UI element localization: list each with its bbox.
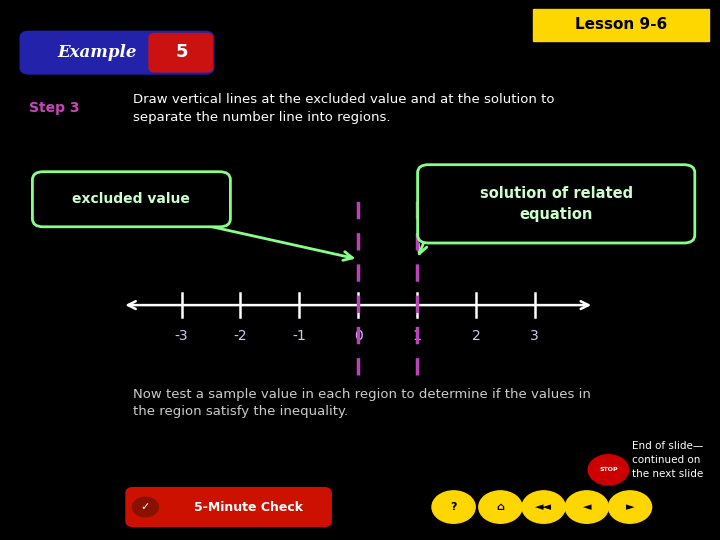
Text: -2: -2 [234, 329, 247, 343]
Circle shape [432, 491, 475, 523]
FancyBboxPatch shape [126, 488, 331, 526]
FancyBboxPatch shape [32, 172, 230, 227]
Text: ◄: ◄ [582, 502, 591, 512]
Text: -3: -3 [175, 329, 189, 343]
FancyBboxPatch shape [149, 33, 212, 72]
Text: separate the number line into regions.: separate the number line into regions. [133, 111, 391, 124]
Text: 0: 0 [354, 329, 363, 343]
Text: the region satisfy the inequality.: the region satisfy the inequality. [133, 405, 348, 418]
Text: ◄◄: ◄◄ [535, 502, 552, 512]
Text: 5-Minute Check: 5-Minute Check [194, 501, 303, 514]
Text: Draw vertical lines at the excluded value and at the solution to: Draw vertical lines at the excluded valu… [133, 93, 554, 106]
Circle shape [132, 497, 158, 517]
Text: 5: 5 [176, 43, 189, 62]
Text: STOP: STOP [599, 467, 618, 472]
FancyBboxPatch shape [533, 9, 709, 40]
Circle shape [565, 491, 608, 523]
FancyBboxPatch shape [20, 31, 214, 74]
Circle shape [588, 455, 629, 485]
Text: Step 3: Step 3 [29, 101, 79, 115]
Text: 2: 2 [472, 329, 480, 343]
Circle shape [608, 491, 652, 523]
Text: excluded value: excluded value [73, 192, 190, 206]
Text: 3: 3 [531, 329, 539, 343]
Circle shape [479, 491, 522, 523]
Text: End of slide—
continued on
the next slide: End of slide— continued on the next slid… [632, 441, 703, 479]
Text: ►: ► [626, 502, 634, 512]
Circle shape [522, 491, 565, 523]
Text: 1: 1 [413, 329, 421, 343]
Text: ⌂: ⌂ [496, 502, 505, 512]
FancyBboxPatch shape [418, 165, 695, 243]
Text: ?: ? [450, 502, 457, 512]
Text: solution of related
equation: solution of related equation [480, 186, 633, 222]
Text: Now test a sample value in each region to determine if the values in: Now test a sample value in each region t… [133, 388, 591, 401]
Text: -1: -1 [292, 329, 306, 343]
Text: Lesson 9-6: Lesson 9-6 [575, 17, 667, 32]
Text: Example: Example [58, 44, 137, 61]
Text: ✓: ✓ [140, 502, 150, 512]
